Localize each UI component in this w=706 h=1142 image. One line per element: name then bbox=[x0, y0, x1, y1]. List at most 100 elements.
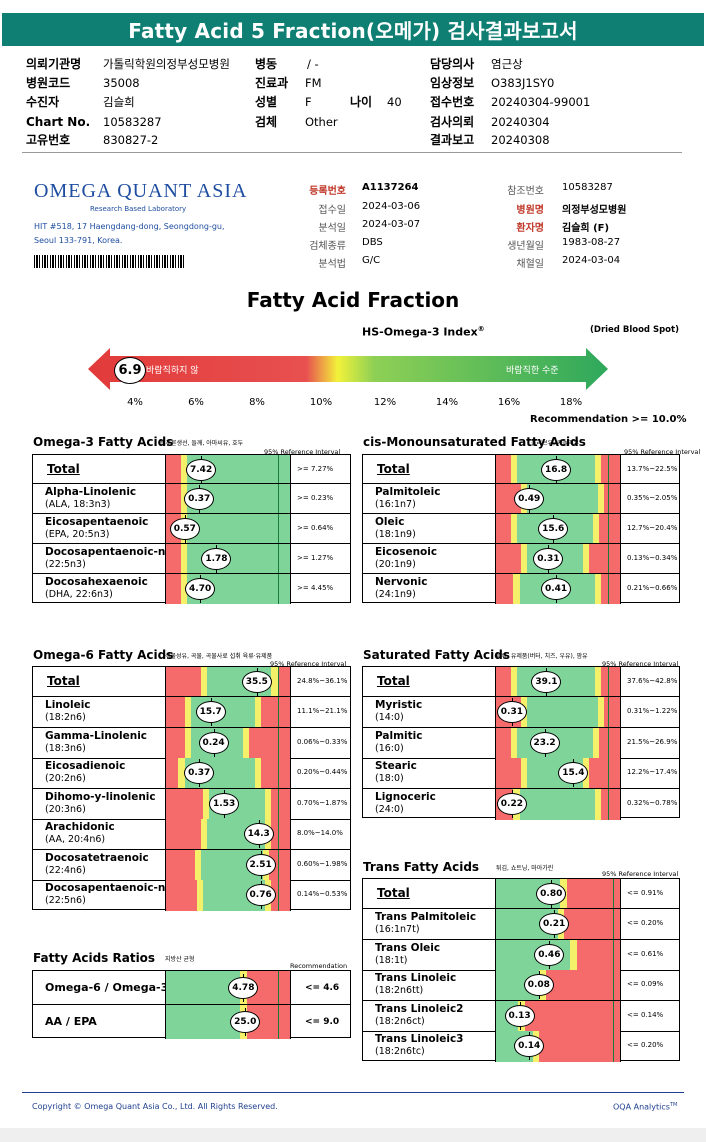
bar-segment bbox=[601, 455, 620, 483]
index-title-text: HS-Omega-3 Index bbox=[362, 325, 478, 339]
reference-range: <= 0.09% bbox=[627, 980, 664, 989]
ref-no-value: 10583287 bbox=[562, 182, 613, 193]
analyzed-value: 2024-03-07 bbox=[362, 219, 421, 230]
bar-segment bbox=[255, 758, 262, 788]
bar-guide-line bbox=[612, 970, 614, 1000]
acid-name: Trans Linoleic3 bbox=[375, 1033, 464, 1045]
label-reg-no: 등록번호 bbox=[309, 186, 346, 197]
bar-guide-line bbox=[277, 1005, 279, 1039]
acid-subtitle: (22:5n3) bbox=[45, 559, 86, 570]
reference-range: 12.2%~17.4% bbox=[627, 768, 678, 777]
mufa-table: Total 16.8 13.7%~22.5% Palmitoleic (16:1n7) 0… bbox=[362, 454, 680, 604]
bar-segment bbox=[601, 789, 620, 820]
reference-range: 24.8%~36.1% bbox=[297, 677, 348, 685]
bar-segment bbox=[595, 667, 602, 696]
omega3-value-marker: 7.42 bbox=[186, 455, 217, 484]
bar-segment bbox=[603, 697, 620, 727]
oqa-brand: OQA AnalyticsTM bbox=[613, 1102, 677, 1112]
index-marker: 6.9 bbox=[114, 357, 147, 384]
chart-no-value: 10583287 bbox=[103, 115, 162, 129]
acid-subtitle: (18:0) bbox=[375, 773, 404, 784]
index-tick-label: 18% bbox=[559, 397, 583, 408]
mufa-value-marker: 16.8 bbox=[541, 455, 572, 484]
omega6-total-label: Total bbox=[47, 674, 80, 688]
ratios-value-marker: 25.0 bbox=[230, 1008, 261, 1036]
label-result-report: 결과보고 bbox=[430, 133, 475, 147]
acid-subtitle: (20:2n6) bbox=[45, 773, 86, 784]
table-row: Docosapentaenoic-n3 (22:5n3) 1.78 >= 1.27% bbox=[33, 544, 350, 574]
acid-subtitle: (20:3n6) bbox=[45, 804, 86, 815]
reference-range: >= 0.64% bbox=[297, 524, 334, 532]
acid-subtitle: (18:2n6ct) bbox=[375, 1016, 425, 1027]
bar-segment bbox=[510, 455, 518, 483]
acid-subtitle: (16:1n7t) bbox=[375, 924, 420, 935]
trans-value-marker: 0.21 bbox=[539, 910, 570, 939]
age-value: 40 bbox=[387, 95, 402, 109]
reference-range: <= 0.20% bbox=[627, 919, 664, 928]
bar-guide-line bbox=[277, 971, 279, 1004]
bar-guide-line bbox=[612, 1031, 614, 1062]
omega6-value-marker: 0.37 bbox=[184, 759, 215, 788]
table-row: Eicosenoic (20:1n9) 0.31 0.13%~0.34% bbox=[363, 544, 679, 574]
mufa-note: 올리브유, 카놀라유 bbox=[531, 440, 579, 447]
hospital-value: 의정부성모병원 bbox=[562, 205, 627, 216]
label-hospital-code: 병원코드 bbox=[26, 76, 71, 90]
table-row: Docosatetraenoic (22:4n6) 2.51 0.60%~1.98% bbox=[33, 850, 350, 881]
bar-segment bbox=[592, 728, 599, 758]
omega3-total-row: Total 7.42 >= 7.27% bbox=[33, 455, 350, 484]
bar-segment bbox=[603, 484, 620, 513]
sfa-total-row: Total 39.1 37.6%~42.8% bbox=[363, 667, 679, 697]
acid-subtitle: (AA, 20:4n6) bbox=[45, 834, 106, 845]
result-bar bbox=[495, 970, 621, 1000]
acid-name: Eicosenoic bbox=[375, 546, 438, 558]
label-specimen: 검체 bbox=[255, 115, 278, 129]
bar-segment bbox=[203, 789, 210, 819]
acid-name: Oleic bbox=[375, 516, 405, 528]
label-unique-no: 고유번호 bbox=[26, 133, 71, 147]
reference-range: <= 0.91% bbox=[627, 889, 664, 897]
acid-subtitle: (20:1n9) bbox=[375, 559, 416, 570]
reference-range: 12.7%~20.4% bbox=[627, 524, 678, 532]
bar-segment bbox=[595, 789, 602, 820]
sfa-value-marker: 15.4 bbox=[558, 759, 589, 788]
doctor-value: 염근상 bbox=[491, 57, 523, 71]
acid-subtitle: (14:0) bbox=[375, 712, 404, 723]
receipt-no-value: 20240304-99001 bbox=[491, 95, 591, 109]
bar-segment bbox=[589, 544, 620, 573]
bar-guide-line bbox=[612, 1001, 614, 1031]
reference-range: <= 0.61% bbox=[627, 950, 664, 959]
acid-name: Palmitoleic bbox=[375, 486, 441, 498]
bar-segment bbox=[496, 514, 511, 543]
reference-range: 0.14%~0.53% bbox=[297, 890, 348, 899]
acid-name: Gamma-Linolenic bbox=[45, 730, 148, 742]
bar-segment bbox=[178, 758, 185, 788]
bar-guide-line bbox=[277, 697, 279, 727]
sfa-value-marker: 0.31 bbox=[496, 698, 527, 727]
index-arrow-shape bbox=[88, 348, 608, 390]
result-bar bbox=[165, 697, 291, 727]
acid-name: Myristic bbox=[375, 699, 423, 711]
bar-segment bbox=[520, 758, 527, 788]
bar-guide-line bbox=[607, 574, 609, 604]
table-row: Trans Linoleic2 (18:2n6ct) 0.13 <= 0.14% bbox=[363, 1001, 679, 1032]
ratios-note: 지방산 균형 bbox=[165, 956, 195, 963]
acid-name: Eicosadienoic bbox=[45, 760, 126, 772]
label-received: 접수일 bbox=[318, 205, 346, 216]
sfa-note: 육류, 유제품(버터, 치즈, 우유), 팜유 bbox=[496, 653, 588, 660]
acid-name: Stearic bbox=[375, 760, 417, 772]
reference-range: >= 4.45% bbox=[297, 584, 334, 592]
omega6-value-marker: 1.53 bbox=[209, 790, 240, 819]
bar-segment bbox=[166, 697, 185, 727]
acid-subtitle: (22:5n6) bbox=[45, 895, 86, 906]
reference-range: 0.20%~0.44% bbox=[297, 768, 348, 777]
reference-range: 37.6%~42.8% bbox=[627, 677, 678, 685]
index-tick-label: 12% bbox=[373, 397, 397, 408]
bar-segment bbox=[166, 484, 181, 513]
trans-value-marker: 0.13 bbox=[504, 1002, 535, 1031]
reference-range: >= 7.27% bbox=[297, 464, 334, 473]
bar-segment bbox=[255, 697, 262, 727]
bar-guide-line bbox=[607, 728, 609, 758]
sfa-total-label: Total bbox=[377, 674, 410, 688]
bar-guide-line bbox=[607, 514, 609, 543]
patient-value: 김슬희 bbox=[103, 95, 135, 109]
